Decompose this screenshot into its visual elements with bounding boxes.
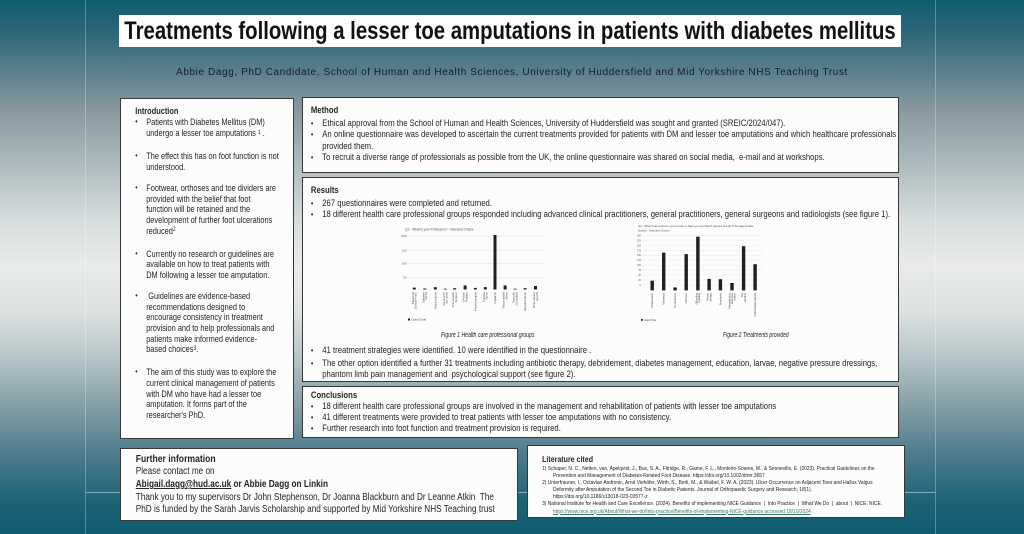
- svg-text:Practice: Practice: [482, 291, 486, 302]
- svg-text:General Pr: General Pr: [442, 292, 446, 306]
- svg-text:75: 75: [638, 269, 641, 272]
- svg-text:Orthotic: Orthotic: [461, 291, 465, 301]
- svg-text:200: 200: [401, 234, 406, 238]
- svg-text:Other please: Other please: [532, 291, 536, 307]
- svg-text:Orthoses: Orthoses: [684, 292, 688, 303]
- svg-text:boxes) - Selected Choice: boxes) - Selected Choice: [638, 228, 670, 232]
- svg-text:100: 100: [637, 264, 642, 267]
- svg-text:exercises: exercises: [730, 292, 734, 304]
- svg-text:Clinical Pract.: Clinical Pract.: [413, 292, 417, 309]
- svg-text:No treatment: No treatment: [673, 293, 677, 308]
- svg-text:Advanced: Advanced: [411, 291, 415, 304]
- svg-text:Q1 - What is your Profession?: Q1 - What is your Profession? - Selected…: [405, 227, 474, 231]
- svg-text:District Nurse: District Nurse: [433, 291, 437, 308]
- svg-text:Vascular: Vascular: [511, 292, 515, 303]
- svg-text:Q4 - What treatments do you pr: Q4 - What treatments do you provide or h…: [638, 224, 754, 228]
- svg-text:Physiotherapist: Physiotherapist: [473, 292, 477, 311]
- svg-text:250: 250: [637, 234, 642, 237]
- svg-text:100: 100: [401, 261, 406, 265]
- svg-text:therapy: therapy: [708, 292, 712, 301]
- svg-text:200: 200: [637, 244, 642, 247]
- svg-text:50: 50: [403, 275, 407, 279]
- svg-text:act nurse: act nurse: [444, 291, 448, 303]
- svg-text:Consultant: Consultant: [514, 292, 518, 306]
- svg-text:0: 0: [639, 284, 641, 287]
- svg-text:225: 225: [637, 239, 642, 242]
- svg-text:Surgeon: Surgeon: [454, 291, 458, 302]
- svg-text:Grand Total: Grand Total: [644, 319, 657, 322]
- svg-text:175: 175: [637, 249, 642, 252]
- svg-text:Nurse: Nurse: [424, 291, 428, 299]
- svg-text:Nurse: Nurse: [504, 291, 508, 299]
- svg-text:50: 50: [638, 274, 641, 277]
- svg-text:Podiatry: Podiatry: [464, 291, 468, 302]
- svg-text:25: 25: [638, 279, 641, 282]
- svg-text:Tissue viabilit: Tissue viabilit: [501, 292, 505, 309]
- svg-text:Podiatrist: Podiatrist: [493, 292, 497, 304]
- svg-text:Toe: Toe: [740, 292, 744, 297]
- svg-text:150: 150: [637, 254, 642, 257]
- svg-text:Rehabilitation: Rehabilitation: [727, 292, 731, 308]
- svg-text:Other please specify: Other please specify: [753, 292, 757, 316]
- svg-text:dividers: dividers: [743, 292, 747, 302]
- svg-text:Vascular Nurse: Vascular Nurse: [523, 291, 527, 310]
- svg-text:Diabetes: Diabetes: [421, 291, 425, 303]
- svg-text:125: 125: [637, 259, 642, 262]
- svg-text:Nurse: Nurse: [484, 291, 488, 299]
- svg-text:specify: specify: [535, 291, 539, 300]
- svg-text:Physio: Physio: [705, 292, 709, 300]
- svg-text:Grand Total: Grand Total: [411, 317, 426, 321]
- svg-text:150: 150: [401, 248, 406, 252]
- svg-text:Prosthesis: Prosthesis: [718, 292, 722, 305]
- svg-text:Padding: Padding: [697, 292, 701, 302]
- svg-text:Offloading: Offloading: [694, 292, 698, 304]
- svg-text:advice: advice: [732, 292, 736, 300]
- svg-text:Dressings: Dressings: [661, 292, 665, 304]
- svg-text:Compression: Compression: [650, 292, 654, 308]
- svg-text:Orthopaedic: Orthopaedic: [451, 291, 455, 307]
